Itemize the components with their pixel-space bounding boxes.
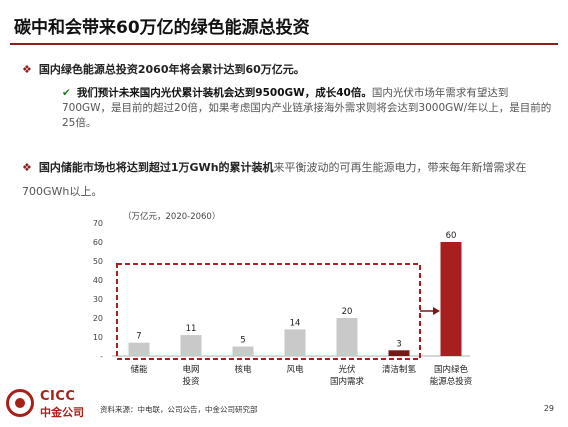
y-tick-label: - [100,352,103,361]
cicc-logo-mark [6,389,34,417]
bar-value-label: 5 [240,336,245,346]
category-label: 核电 [234,364,252,375]
bar-value-label: 3 [396,339,401,349]
bullet-1: ❖ 国内绿色能源总投资2060年将会累计达到60万亿元。 [22,61,305,77]
logo-chinese: 中金公司 [40,406,84,419]
page-number: 29 [543,404,554,413]
bar-value-label: 60 [446,231,457,241]
title-divider [10,43,558,45]
y-tick-label: 60 [93,238,103,247]
y-tick-label: 70 [93,219,103,228]
arrow-to-total [420,307,440,315]
bullet-3: ❖ 国内储能市场也将达到超过1万GWh的累计装机来平衡波动的可再生能源电力，带来每… [22,156,557,204]
bullet-2: ✔ 我们预计未来国内光伏累计装机会达到9500GW，成长40倍。国内光伏市场年需求… [62,86,552,131]
bar [336,318,358,356]
y-tick-label: 40 [93,276,103,285]
bar [128,342,150,356]
grouping-dashed-box [116,263,421,360]
y-tick-label: 20 [93,314,103,323]
bar [388,350,410,356]
bar [440,242,462,356]
category-label: 光伏 [338,364,356,375]
bar-value-label: 20 [342,307,353,317]
category-label: 风电 [286,364,304,375]
bullet-2-rest: 国内光伏市场年需求有望达到700GW，是目前的超过20倍，如果考虑国内产业链承接… [62,87,552,129]
bar [180,335,202,356]
chart-unit-label: （万亿元，2020-2060） [123,212,221,222]
logo-english: CICC [40,389,76,404]
y-tick-label: 30 [93,295,103,304]
source-note: 资料来源：中电联，公司公告，中金公司研究部 [100,405,258,414]
bullet-3-rest: 来平衡波动的可再生能源电力，带来每年新增需求在700GWh以上。 [22,161,527,198]
category-label: 电网 [182,364,199,375]
bar-value-label: 14 [290,318,301,328]
category-label: 国内需求 [330,376,365,387]
category-label: 清洁制氢 [382,364,417,375]
y-tick-label: 50 [93,257,103,266]
bar-value-label: 11 [186,324,197,334]
bar-series: 7 11 5 14 20 3 60 [128,231,462,356]
y-tick-label: 10 [93,333,103,342]
bar-value-label: 7 [136,332,141,342]
bullet-1-text: 国内绿色能源总投资2060年将会累计达到60万亿元。 [38,63,305,76]
category-label: 能源总投资 [430,376,473,387]
bar [284,329,306,356]
diamond-bullet-icon: ❖ [22,161,32,174]
y-axis: - 10 20 30 40 50 60 70 [93,219,470,361]
page-title: 碳中和会带来60万亿的绿色能源总投资 [14,18,310,38]
diamond-bullet-icon: ❖ [22,63,32,76]
category-label: 储能 [130,364,148,375]
category-label: 投资 [182,376,200,387]
checkmark-icon: ✔ [62,87,71,99]
cicc-logo: CICC 中金公司 [6,389,110,423]
category-label: 国内绿色 [434,364,469,375]
bullet-3-strong: 国内储能市场也将达到超过1万GWh的累计装机 [38,161,274,174]
bar [232,346,254,356]
bullet-2-strong: 我们预计未来国内光伏累计装机会达到9500GW，成长40倍。 [76,87,372,99]
